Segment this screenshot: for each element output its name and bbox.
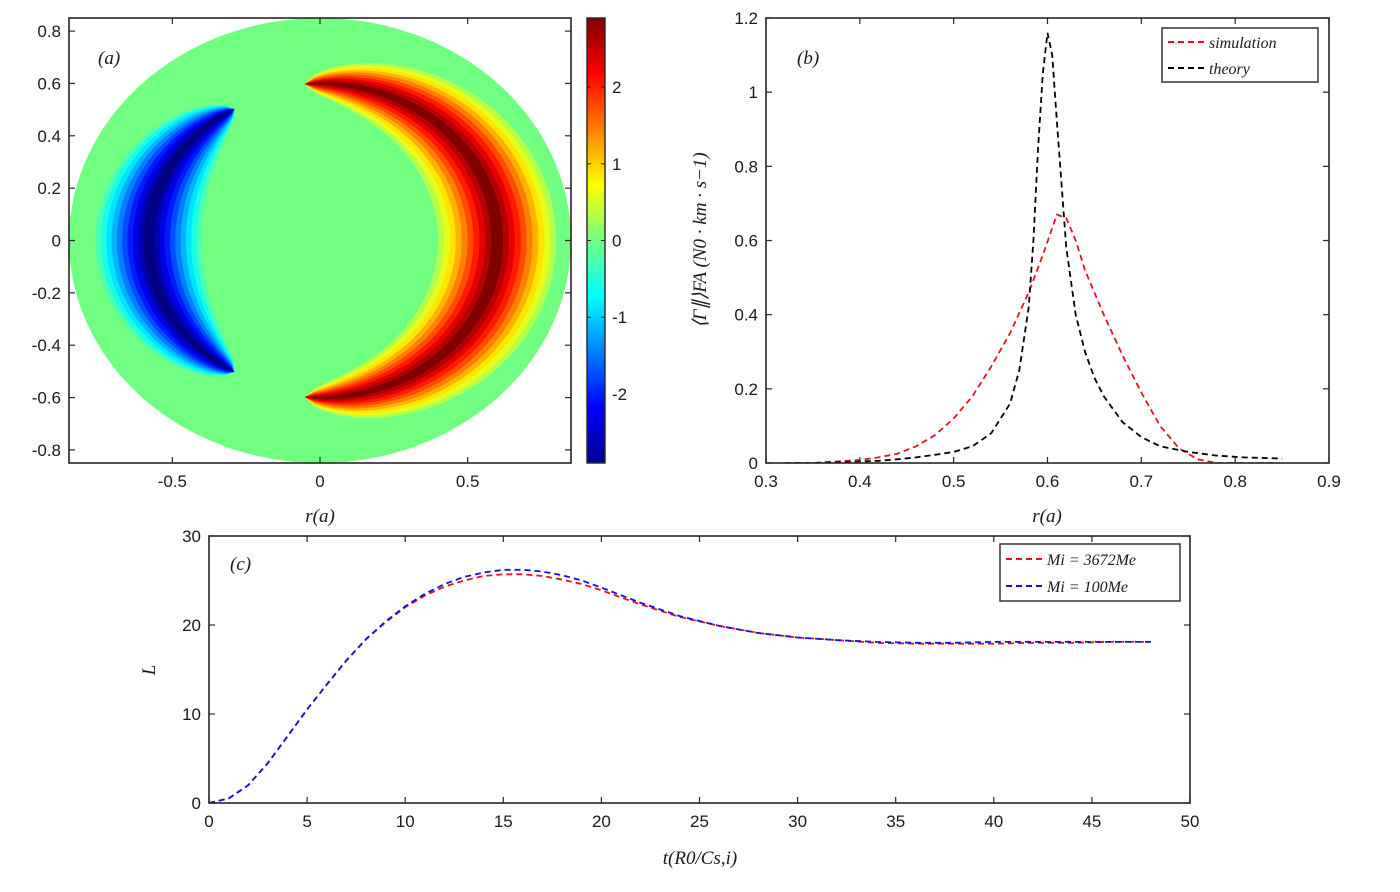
- y-tick-label: -0.2: [32, 284, 61, 303]
- x-tick-label: 0.7: [1130, 472, 1154, 491]
- x-tick-label: 35: [886, 812, 905, 831]
- legend-box: [1161, 27, 1319, 83]
- panel-c-L: 0 5 10 15 20 25 30 35 40 45 50 0 10 20 30 (c) t(R0/Cs,…: [139, 527, 1199, 869]
- y-tick-label: 0: [52, 232, 61, 251]
- series-line-1: [209, 568, 1151, 803]
- panel-b-label: (b): [797, 48, 819, 69]
- y-tick-label: -0.4: [32, 336, 61, 355]
- x-tick-label: 50: [1181, 812, 1200, 831]
- x-tick-label: 0.5: [456, 472, 480, 491]
- negative-contour-level: [143, 109, 235, 372]
- panel-b-ylabel: ⟨Γ∥⟩FA (N0 · km · s−1): [690, 152, 711, 328]
- y-tick-label: 1: [749, 83, 758, 102]
- panel-b-series: [784, 32, 1283, 463]
- colorbar-tick-label: 2: [612, 78, 621, 97]
- colorbar-ticks: -2 -1 0 1 2: [587, 78, 627, 404]
- panel-b-ticks: 0.3 0.4 0.5 0.6 0.7 0.8 0.9 0 0.2 0.4 0.6 0.8 1 1.2: [734, 9, 1340, 491]
- y-tick-label: 0.8: [37, 22, 61, 41]
- colorbar-tick-label: -2: [612, 385, 627, 404]
- legend-simulation: simulation: [1209, 35, 1277, 52]
- y-tick-label: 10: [182, 705, 201, 724]
- panel-b-flux: 0.3 0.4 0.5 0.6 0.7 0.8 0.9 0 0.2 0.4 0.6 0.8 1 1.2 (…: [690, 9, 1341, 527]
- y-tick-label: 30: [182, 527, 201, 546]
- y-tick-label: 0.2: [37, 179, 61, 198]
- panel-c-ticks: 0 5 10 15 20 25 30 35 40 45 50 0 10 20 30: [182, 527, 1199, 831]
- series-line-1: [784, 32, 1283, 463]
- colorbar-tick-label: -1: [612, 308, 627, 327]
- x-tick-label: 40: [984, 812, 1003, 831]
- x-tick-label: 0: [315, 472, 324, 491]
- y-tick-label: -0.8: [32, 441, 61, 460]
- x-tick-label: 45: [1082, 812, 1101, 831]
- y-tick-label: 1.2: [734, 9, 758, 28]
- x-tick-label: 0.6: [1036, 472, 1060, 491]
- colorbar-tick-label: 0: [612, 232, 621, 251]
- x-tick-label: 0.4: [848, 472, 872, 491]
- x-tick-label: 0: [204, 812, 213, 831]
- y-tick-label: -0.6: [32, 389, 61, 408]
- panel-a-ticks: -0.5 0 0.5 -0.8 -0.6 -0.4 -0.2 0 0.2 0.4 0.6 0.8: [32, 18, 571, 491]
- legend-mi3672: Mi = 3672Me: [1046, 552, 1136, 569]
- series-line-0: [209, 573, 1151, 803]
- x-tick-label: 5: [302, 812, 311, 831]
- legend-theory: theory: [1209, 61, 1251, 78]
- legend-box: [999, 543, 1181, 602]
- panel-c-label: (c): [230, 554, 251, 575]
- y-tick-label: 0: [192, 794, 201, 813]
- y-tick-label: 0.8: [734, 157, 758, 176]
- x-tick-label: 15: [494, 812, 513, 831]
- y-tick-label: 0.6: [734, 232, 758, 251]
- colorbar-tick-label: 1: [612, 155, 621, 174]
- x-tick-label: 0.3: [754, 472, 778, 491]
- panel-b-xlabel: r(a): [1032, 506, 1062, 527]
- panel-c-ylabel: L: [139, 665, 160, 677]
- panel-b-legend: simulation theory: [1161, 27, 1319, 83]
- legend-mi100: Mi = 100Me: [1046, 579, 1128, 596]
- y-tick-label: 0.6: [37, 74, 61, 93]
- x-tick-label: -0.5: [158, 472, 187, 491]
- panel-c-xlabel: t(R0/Cs,i): [663, 848, 737, 869]
- x-tick-label: 20: [592, 812, 611, 831]
- y-tick-label: 0.2: [734, 380, 758, 399]
- panel-c-series: [209, 568, 1151, 803]
- x-tick-label: 30: [788, 812, 807, 831]
- x-tick-label: 25: [690, 812, 709, 831]
- panel-a-contour: -0.5 0 0.5 -0.8 -0.6 -0.4 -0.2 0 0.2 0.4 0.6 0.8 (a…: [32, 17, 627, 527]
- panel-a-label: (a): [98, 48, 120, 69]
- y-tick-label: 0: [749, 454, 758, 473]
- y-tick-label: 0.4: [734, 306, 758, 325]
- x-tick-label: 0.9: [1317, 472, 1341, 491]
- x-tick-label: 0.5: [942, 472, 966, 491]
- x-tick-label: 10: [396, 812, 415, 831]
- series-line-0: [784, 213, 1273, 463]
- panel-c-legend: Mi = 3672Me Mi = 100Me: [999, 543, 1181, 602]
- y-tick-label: 0.4: [37, 127, 61, 146]
- contour-field: [69, 18, 571, 463]
- panel-a-xlabel: r(a): [305, 506, 335, 527]
- y-tick-label: 20: [182, 616, 201, 635]
- x-tick-label: 0.8: [1223, 472, 1247, 491]
